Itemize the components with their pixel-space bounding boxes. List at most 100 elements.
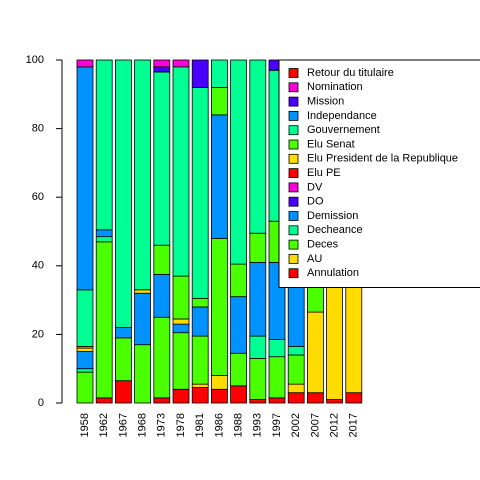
legend-label: Deces [307,239,339,251]
bar-segment [153,244,171,275]
bar-segment [172,275,190,320]
bar-segment [191,387,209,404]
bar-segment [153,316,171,399]
bar-segment [172,388,190,404]
y-tick-label: 60 [32,191,44,203]
legend-key [288,239,299,250]
bar-segment [153,59,171,68]
legend-label: Independance [307,110,377,122]
bar-segment [76,368,94,373]
x-tick-label: 1986 [213,413,225,437]
legend-label: Nomination [307,81,363,93]
bar-segment [191,59,209,88]
x-tick-label: 2012 [329,413,341,437]
bar-segment [153,273,171,318]
x-tick-label: 2017 [348,413,360,437]
bar-segment [76,289,94,347]
x-tick-label: 1958 [79,413,91,437]
bar-segment [95,59,113,231]
bar-segment [115,327,132,339]
x-tick-label: 1988 [233,413,245,437]
bar-segment [191,297,209,308]
bar-segment [172,323,190,334]
bar-segment [76,371,94,404]
bar-segment [249,59,267,234]
bar-segment [76,59,94,68]
bar-segment [95,241,113,399]
bar-segment [287,392,305,404]
bar-segment [210,388,228,404]
legend-label: DV [307,181,323,193]
legend-key [288,96,299,107]
legend-key [288,253,299,264]
y-tick-label: 40 [32,260,44,272]
x-tick-label: 1981 [194,413,206,437]
bar-segment [230,296,248,354]
bar-segment [210,59,228,88]
bar-segment [134,292,152,346]
bar-segment [287,354,305,385]
legend-key [288,211,299,221]
bar-segment [95,229,113,238]
legend-box [278,59,480,288]
bar-segment [210,237,228,376]
bar-segment [115,337,132,382]
bar-segment [172,318,190,325]
bar-segment [249,399,267,404]
legend-key [288,82,299,93]
legend-key [288,125,299,136]
legend-key [288,153,299,164]
bar-segment [172,66,190,277]
bar-segment [306,392,324,404]
bar-segment [172,332,190,390]
bar-segment [230,263,248,298]
legend-label: AU [307,253,322,265]
legend-label: Gouvernement [307,124,380,136]
legend-label: Elu Senat [307,138,355,150]
legend-label: DO [307,196,324,208]
bar-segment [287,383,305,394]
legend-label: Demission [307,210,358,222]
y-tick-label: 100 [26,54,44,66]
bar-segment [230,385,248,404]
x-tick-label: 1962 [98,413,110,437]
bar-segment [268,339,286,358]
bar-segment [172,59,190,68]
bar-segment [210,114,228,239]
x-tick-label: 2002 [290,413,302,437]
legend-key [288,168,299,179]
bar-segment [191,383,209,388]
legend-key [288,225,299,236]
bar-segment [134,59,152,291]
bar-segment [95,397,113,404]
bar-segment [95,236,113,243]
legend-label: Annulation [307,267,359,279]
bar-segment [76,347,94,352]
legend-label: Mission [307,96,344,108]
bar-segment [76,351,94,370]
bar-segment [268,356,286,399]
bar-segment [326,399,344,404]
x-tick-label: 1973 [156,413,168,437]
bar-segment [153,66,171,73]
x-tick-label: 1968 [137,413,149,437]
legend-key [288,182,299,193]
bar-segment [249,335,267,359]
x-tick-label: 1997 [271,413,283,437]
x-tick-label: 1978 [175,413,187,437]
y-tick-label: 80 [32,123,44,135]
bar-segment [306,311,324,394]
bar-segment [249,358,267,400]
legend-key [288,68,299,78]
legend-label: Elu PE [307,167,341,179]
bar-segment [230,59,248,265]
legend-label: Decheance [307,224,363,236]
x-tick-label: 1967 [117,413,129,437]
legend-label: Retour du titulaire [307,67,394,79]
y-tick-label: 20 [32,328,44,340]
bar-segment [230,352,248,387]
bar-segment [345,392,363,404]
legend-key [288,196,299,207]
bar-segment [115,59,132,328]
